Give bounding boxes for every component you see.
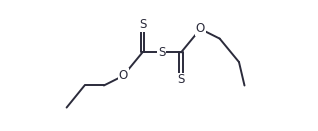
Text: S: S: [177, 73, 185, 86]
Text: O: O: [119, 69, 128, 82]
Text: S: S: [158, 46, 165, 59]
Text: S: S: [139, 18, 146, 31]
Text: O: O: [196, 22, 205, 36]
